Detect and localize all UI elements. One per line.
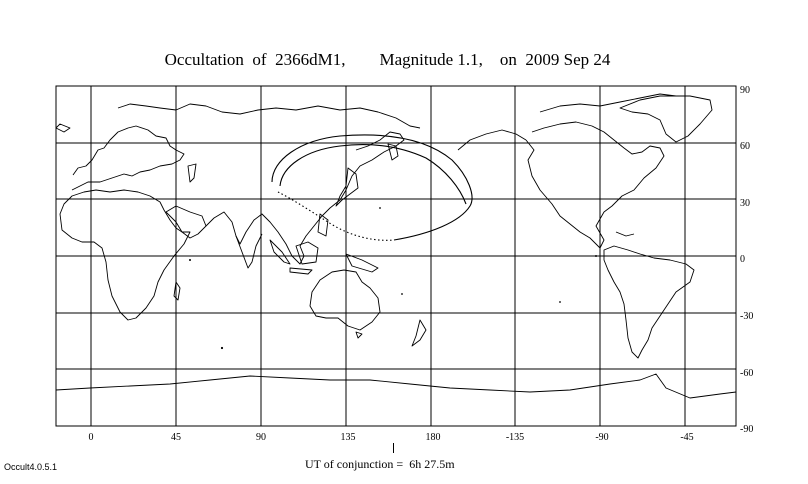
island-markers [189,207,597,350]
lon-label: -45 [680,432,693,443]
lon-label: 180 [426,432,441,443]
coast-caspian [187,163,197,183]
coast-asia-north [117,103,421,129]
lon-label: 0 [89,432,94,443]
software-version: Occult4.0.5.1 [4,462,58,472]
coast-australia [309,269,381,331]
coast-south-america [603,245,695,359]
lat-label: 90 [740,85,750,96]
lat-label: -30 [740,311,753,322]
lat-label: -60 [740,368,753,379]
lat-label: 30 [740,198,750,209]
coast-borneo [295,241,319,265]
lon-label: 135 [341,432,356,443]
coast-antarctica [55,373,737,399]
coast-philippines [317,213,329,237]
coast-africa [59,189,191,321]
lat-label: 0 [740,254,745,265]
coast-caribbean [615,231,635,237]
chart-title: Occultation of 2366dM1, Magnitude 1.1, o… [164,50,611,69]
coast-europe [55,123,185,191]
coast-java [289,267,313,275]
latitude-labels: 90 60 30 0 -30 -60 -90 [740,85,753,435]
coast-alaska [457,129,527,151]
longitude-labels: 0 45 90 135 180 -135 -90 -45 [89,432,694,443]
occultation-path [271,134,473,241]
coast-greenland [619,95,713,143]
coast-sumatra [269,239,291,265]
coast-arctic-canada [539,93,677,113]
ut-conjunction-label: UT of conjunction = 6h 27.5m [305,457,455,471]
conjunction-marker [393,443,394,453]
coast-arabia [165,205,207,239]
coast-madagascar [173,281,181,301]
parallel-grid [56,142,736,370]
coast-newguinea [345,253,379,273]
occultation-dotted-track [277,191,395,241]
coast-kamchatka [387,143,399,161]
coast-north-america [525,121,665,249]
lon-label: 90 [256,432,266,443]
coastlines [55,93,737,399]
coast-india [235,233,263,269]
lat-label: -90 [740,424,753,435]
occultation-outer-limit [271,134,473,241]
lon-label: -135 [506,432,524,443]
lon-label: 45 [171,432,181,443]
coast-tasmania [355,331,363,339]
coast-newzealand [411,319,427,347]
coast-japan [335,167,359,207]
coast-asia-south [205,131,405,265]
lon-label: -90 [595,432,608,443]
lat-label: 60 [740,141,750,152]
occultation-inner-limit [279,144,467,205]
